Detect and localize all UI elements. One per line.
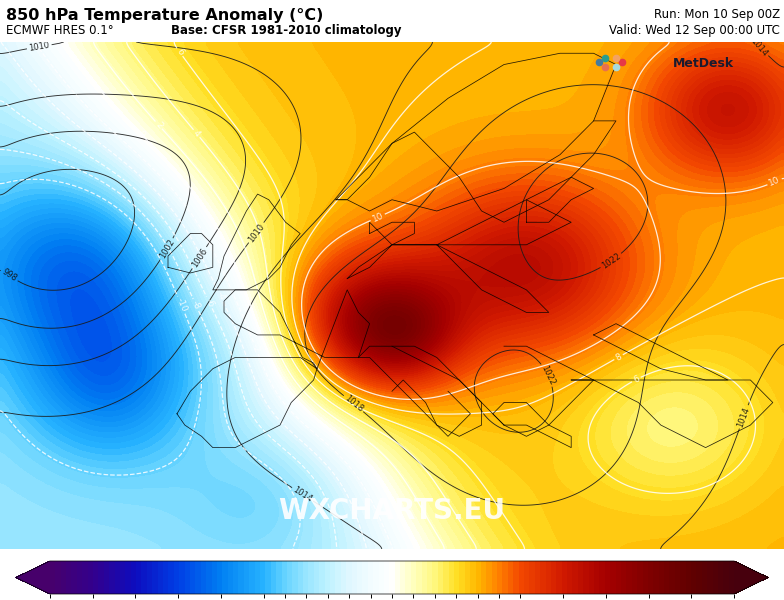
Text: 1014: 1014 <box>292 485 314 504</box>
Text: 1014: 1014 <box>736 406 752 428</box>
Text: 1010: 1010 <box>246 221 266 244</box>
Text: 1002: 1002 <box>158 238 176 260</box>
Text: 1022: 1022 <box>539 364 557 386</box>
Text: 6: 6 <box>632 374 641 385</box>
Text: ECMWF HRES 0.1°: ECMWF HRES 0.1° <box>6 24 114 37</box>
Text: 1022: 1022 <box>600 251 622 271</box>
Text: Valid: Wed 12 Sep 00:00 UTC: Valid: Wed 12 Sep 00:00 UTC <box>609 24 780 37</box>
Text: 6: 6 <box>174 47 185 57</box>
PathPatch shape <box>734 561 768 594</box>
Text: 0: 0 <box>136 130 147 140</box>
Text: -2: -2 <box>250 343 262 354</box>
Text: Run: Mon 10 Sep 00Z: Run: Mon 10 Sep 00Z <box>654 8 780 20</box>
Text: 2: 2 <box>154 120 164 130</box>
Text: 10: 10 <box>371 211 385 224</box>
Text: 1018: 1018 <box>343 394 365 414</box>
Text: 10: 10 <box>768 175 782 188</box>
Text: 1014: 1014 <box>749 36 769 58</box>
Text: WXCHARTS.EU: WXCHARTS.EU <box>278 497 506 525</box>
PathPatch shape <box>16 561 50 594</box>
Text: -10: -10 <box>174 296 188 314</box>
Text: -6: -6 <box>203 296 216 308</box>
Text: 1006: 1006 <box>190 246 209 269</box>
Text: -8: -8 <box>190 299 202 311</box>
Text: 998: 998 <box>0 267 19 283</box>
Text: 850 hPa Temperature Anomaly (°C): 850 hPa Temperature Anomaly (°C) <box>6 8 324 23</box>
Text: 8: 8 <box>614 352 623 362</box>
Text: 4: 4 <box>191 128 201 139</box>
Text: Base: CFSR 1981-2010 climatology: Base: CFSR 1981-2010 climatology <box>171 24 401 37</box>
Text: MetDesk: MetDesk <box>673 57 734 70</box>
Text: 1010: 1010 <box>28 41 50 53</box>
Text: -4: -4 <box>215 290 227 302</box>
